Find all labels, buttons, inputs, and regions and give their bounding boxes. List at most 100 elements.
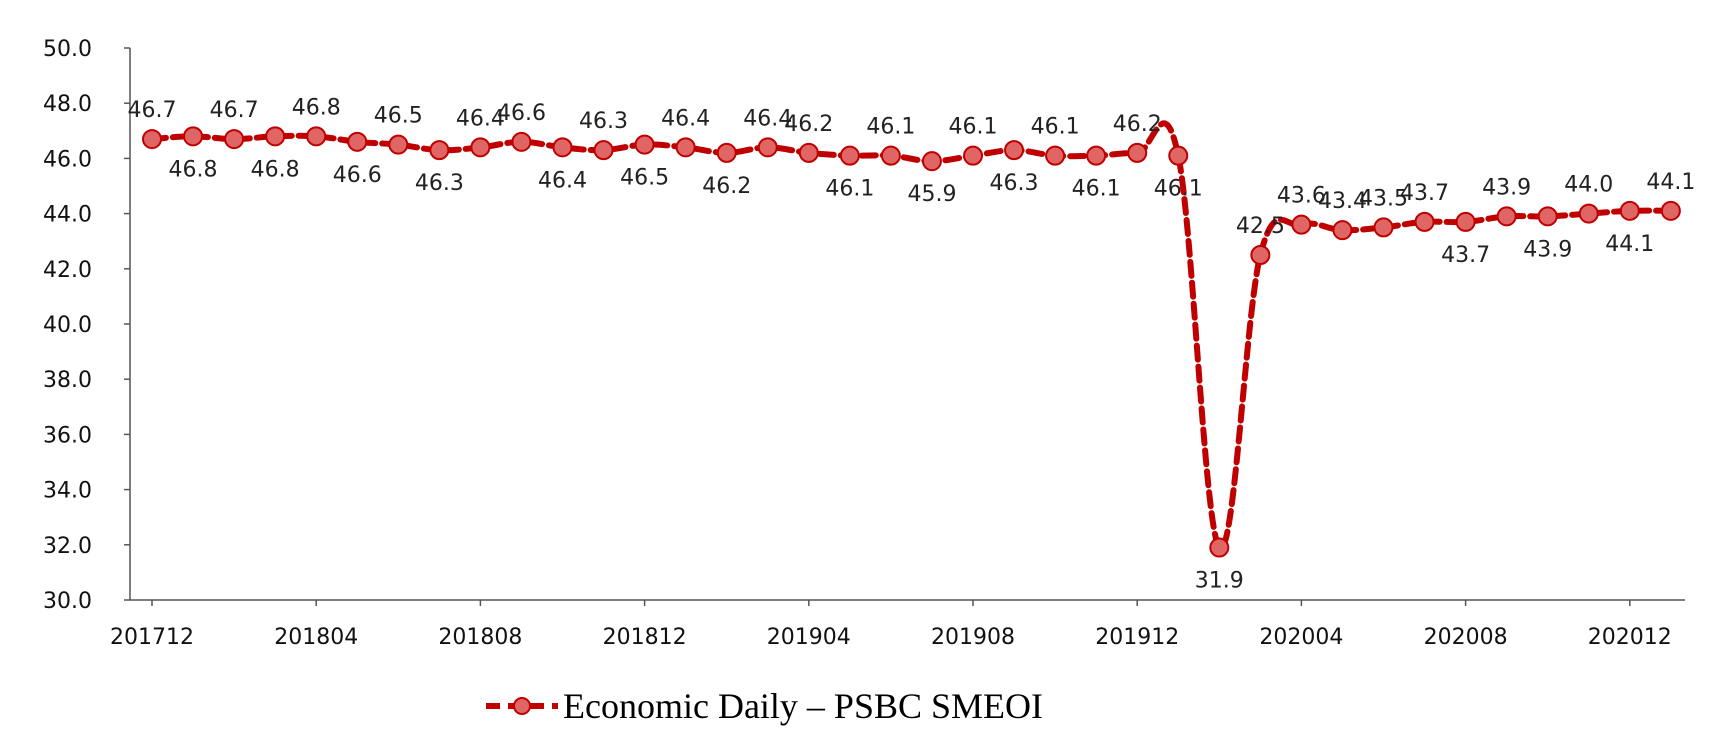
data-label: 46.2 (1113, 112, 1162, 137)
data-point (963, 145, 983, 166)
y-tick-label: 34.0 (43, 479, 92, 504)
data-label: 46.3 (579, 109, 628, 134)
data-point (593, 140, 614, 161)
data-point (183, 126, 204, 147)
data-point (1660, 200, 1681, 221)
data-point (265, 126, 286, 147)
data-point (511, 131, 532, 152)
data-point (306, 126, 327, 147)
data-label: 46.1 (1072, 177, 1121, 202)
data-label: 46.8 (292, 95, 341, 120)
data-point (347, 131, 368, 152)
data-point (921, 151, 942, 172)
x-tick-label: 202004 (1259, 625, 1343, 650)
data-point (1250, 245, 1271, 265)
x-tick-label: 201904 (767, 625, 851, 650)
data-point (470, 137, 491, 158)
y-tick-label: 42.0 (43, 258, 92, 283)
data-point (716, 142, 737, 163)
y-tick-label: 44.0 (43, 203, 92, 228)
y-tick-label: 48.0 (43, 92, 92, 117)
y-tick-label: 36.0 (43, 423, 92, 448)
data-label: 46.5 (620, 166, 669, 191)
data-point (1004, 140, 1025, 161)
data-label: 46.3 (415, 171, 464, 196)
y-tick-label: 50.0 (43, 37, 92, 62)
y-tick-label: 46.0 (43, 147, 92, 172)
data-point (839, 145, 860, 166)
data-point (1414, 211, 1435, 232)
y-tick-label: 40.0 (43, 313, 92, 338)
data-label: 44.0 (1564, 173, 1613, 198)
data-point (1619, 200, 1640, 221)
data-label: 46.1 (866, 115, 915, 140)
data-label: 46.1 (825, 177, 874, 202)
data-point (1455, 211, 1476, 232)
data-labels-group: 46.746.846.746.846.846.646.546.346.446.6… (128, 95, 1696, 593)
data-label: 43.7 (1400, 181, 1449, 206)
series-points-group (142, 126, 1681, 558)
data-point (1127, 142, 1148, 163)
x-tick-label: 201804 (274, 625, 358, 650)
data-label: 45.9 (907, 182, 956, 207)
data-label: 46.4 (538, 168, 587, 193)
data-label: 43.7 (1441, 243, 1490, 268)
data-point (1168, 145, 1189, 166)
x-axis-ticks: 201712 201804 201808 201812 201904 201908 2019… (110, 600, 1672, 650)
y-tick-label: 38.0 (43, 368, 92, 393)
data-point (1373, 217, 1394, 238)
legend: Economic Daily – PSBC SMEOI (486, 686, 1043, 726)
data-point (1332, 220, 1353, 241)
data-label: 46.6 (333, 163, 382, 188)
legend-label: Economic Daily – PSBC SMEOI (563, 686, 1043, 726)
data-label: 43.5 (1359, 186, 1408, 211)
y-axis-ticks: 30.0 32.0 34.0 36.0 38.0 40.0 42.0 44.0 46.0 48.0… (43, 37, 130, 614)
x-tick-label: 201908 (931, 625, 1015, 650)
data-label: 44.1 (1605, 232, 1654, 257)
data-label: 46.7 (210, 98, 259, 123)
data-label: 46.7 (128, 98, 177, 123)
x-tick-label: 202008 (1424, 625, 1508, 650)
data-point (757, 137, 778, 158)
data-point (675, 137, 696, 158)
x-tick-label: 202012 (1588, 625, 1672, 650)
data-label: 43.9 (1523, 237, 1572, 262)
data-point (1209, 537, 1230, 558)
data-point (634, 134, 655, 155)
legend-marker (513, 697, 531, 715)
data-point (388, 134, 409, 155)
data-point (798, 142, 819, 163)
x-tick-label: 201812 (603, 625, 687, 650)
data-point (1045, 145, 1066, 166)
data-label: 46.8 (251, 157, 300, 182)
data-point (552, 137, 573, 158)
data-point (1291, 214, 1312, 235)
data-point (224, 129, 245, 150)
data-label: 46.1 (1031, 115, 1080, 140)
data-point (429, 140, 450, 161)
data-label: 46.5 (374, 104, 423, 129)
data-label: 31.9 (1195, 569, 1244, 594)
data-point (880, 145, 901, 166)
data-label: 46.6 (497, 101, 546, 126)
x-tick-label: 201912 (1095, 625, 1179, 650)
data-point (1496, 206, 1517, 227)
y-tick-label: 32.0 (43, 534, 92, 559)
x-tick-label: 201808 (438, 625, 522, 650)
data-label: 43.6 (1277, 184, 1326, 209)
data-label: 46.4 (743, 106, 792, 131)
data-point (1578, 203, 1599, 224)
data-label: 43.4 (1318, 189, 1367, 214)
data-label: 46.4 (456, 106, 505, 131)
data-label: 46.8 (169, 157, 218, 182)
data-label: 46.2 (784, 112, 833, 137)
data-label: 44.1 (1646, 170, 1695, 195)
data-point (1086, 145, 1107, 166)
y-tick-label: 30.0 (43, 589, 92, 614)
data-point (142, 129, 162, 150)
data-label: 42.5 (1236, 214, 1285, 239)
data-label: 43.9 (1482, 175, 1531, 200)
data-label: 46.1 (949, 115, 998, 140)
data-label: 46.3 (990, 171, 1039, 196)
